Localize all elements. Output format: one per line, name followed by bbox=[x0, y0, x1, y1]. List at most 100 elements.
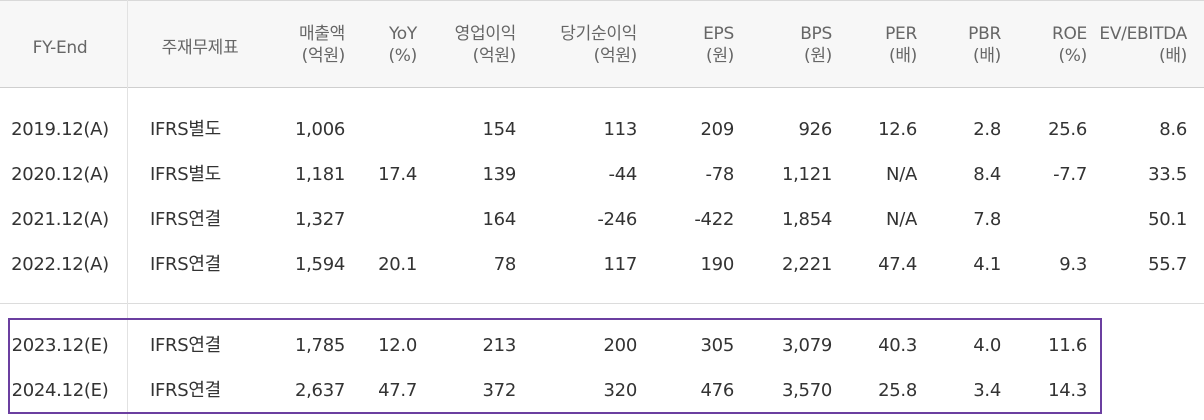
actual-row-3-fy: 2022.12(A) bbox=[11, 254, 109, 275]
header-ev-title: EV/EBITDA bbox=[1099, 24, 1187, 44]
header-eps-unit: (원) bbox=[705, 46, 734, 66]
header-type: 주재무제표 bbox=[140, 37, 260, 59]
header-bps: BPS (원) bbox=[752, 23, 832, 67]
header-per: PER (배) bbox=[837, 23, 917, 67]
header-eps: EPS (원) bbox=[654, 23, 734, 67]
actual-row-1-fy: 2020.12(A) bbox=[11, 164, 109, 185]
actual-row-2-type: IFRS연결 bbox=[150, 209, 221, 230]
column-divider bbox=[127, 0, 128, 420]
actual-row-0-fy: 2019.12(A) bbox=[11, 119, 109, 140]
estimate-row-0-bps: 3,079 bbox=[781, 335, 832, 356]
estimate-row-1-pbr: 3.4 bbox=[973, 380, 1001, 401]
header-roe-unit: (%) bbox=[1058, 46, 1087, 66]
actual-row-3-op: 78 bbox=[493, 254, 517, 275]
header-pbr: PBR (배) bbox=[921, 23, 1001, 67]
actual-row-3-bps: 2,221 bbox=[781, 254, 832, 275]
actual-row-2-per: N/A bbox=[886, 209, 917, 230]
actual-row-0-ev: 8.6 bbox=[1159, 119, 1187, 140]
header-fy: FY-End bbox=[5, 37, 115, 59]
header-roe: ROE (%) bbox=[1007, 23, 1087, 67]
actual-row-1-roe: -7.7 bbox=[1053, 164, 1087, 185]
estimate-row-1-bps: 3,570 bbox=[781, 380, 832, 401]
header-op-title: 영업이익 bbox=[454, 24, 517, 44]
estimate-row-0-sales: 1,785 bbox=[294, 335, 345, 356]
header-op: 영업이익 (억원) bbox=[426, 23, 517, 67]
header-fy-title: FY-End bbox=[32, 38, 88, 58]
actual-row-2-op: 164 bbox=[482, 209, 517, 230]
header-sales-title: 매출액 bbox=[298, 24, 345, 44]
header-bps-unit: (원) bbox=[803, 46, 832, 66]
actual-row-2-bps: 1,854 bbox=[781, 209, 832, 230]
actual-row-0-op: 154 bbox=[482, 119, 517, 140]
header-eps-title: EPS bbox=[703, 24, 734, 44]
header-yoy: YoY (%) bbox=[357, 23, 417, 67]
actual-row-1-sales: 1,181 bbox=[294, 164, 345, 185]
actual-row-0-sales: 1,006 bbox=[294, 119, 345, 140]
table-header-row bbox=[0, 0, 1204, 88]
actual-row-3-sales: 1,594 bbox=[294, 254, 345, 275]
actual-row-1-net: -44 bbox=[608, 164, 638, 185]
actual-row-0-pbr: 2.8 bbox=[973, 119, 1001, 140]
estimate-section-divider bbox=[0, 303, 1204, 304]
actual-row-3-type: IFRS연결 bbox=[150, 254, 221, 275]
actual-row-2-fy: 2021.12(A) bbox=[11, 209, 109, 230]
estimate-row-1-type: IFRS연결 bbox=[150, 380, 221, 401]
actual-row-1-pbr: 8.4 bbox=[973, 164, 1001, 185]
estimate-row-1-sales: 2,637 bbox=[294, 380, 345, 401]
table-body bbox=[0, 89, 1204, 420]
actual-row-3-eps: 190 bbox=[700, 254, 735, 275]
actual-row-0-per: 12.6 bbox=[878, 119, 917, 140]
actual-row-2-ev: 50.1 bbox=[1148, 209, 1187, 230]
estimate-highlight-box bbox=[8, 318, 1102, 414]
actual-row-0-bps: 926 bbox=[798, 119, 833, 140]
header-pbr-unit: (배) bbox=[972, 46, 1001, 66]
header-net: 당기순이익 (억원) bbox=[517, 23, 637, 67]
header-bps-title: BPS bbox=[800, 24, 832, 44]
estimate-row-1-roe: 14.3 bbox=[1048, 380, 1087, 401]
actual-row-3-ev: 55.7 bbox=[1148, 254, 1187, 275]
estimate-row-1-yoy: 47.7 bbox=[378, 380, 417, 401]
header-roe-title: ROE bbox=[1051, 24, 1087, 44]
estimate-row-1-per: 25.8 bbox=[878, 380, 917, 401]
estimate-row-0-pbr: 4.0 bbox=[973, 335, 1001, 356]
header-ev-unit: (배) bbox=[1158, 46, 1187, 66]
header-sales: 매출액 (억원) bbox=[255, 23, 345, 67]
actual-row-0-eps: 209 bbox=[700, 119, 735, 140]
actual-row-3-pbr: 4.1 bbox=[973, 254, 1001, 275]
actual-row-1-op: 139 bbox=[482, 164, 517, 185]
header-ev: EV/EBITDA (배) bbox=[1077, 23, 1187, 67]
actual-row-3-yoy: 20.1 bbox=[378, 254, 417, 275]
estimate-row-1-fy: 2024.12(E) bbox=[11, 380, 109, 401]
actual-row-2-net: -246 bbox=[597, 209, 637, 230]
actual-row-1-bps: 1,121 bbox=[781, 164, 832, 185]
actual-row-2-sales: 1,327 bbox=[294, 209, 345, 230]
estimate-row-0-op: 213 bbox=[482, 335, 517, 356]
estimate-row-1-eps: 476 bbox=[700, 380, 735, 401]
actual-row-2-eps: -422 bbox=[694, 209, 734, 230]
estimate-row-0-net: 200 bbox=[603, 335, 638, 356]
actual-row-1-eps: -78 bbox=[705, 164, 735, 185]
estimate-row-1-net: 320 bbox=[603, 380, 638, 401]
estimate-row-0-yoy: 12.0 bbox=[378, 335, 417, 356]
header-type-title: 주재무제표 bbox=[161, 38, 239, 58]
actual-row-1-per: N/A bbox=[886, 164, 917, 185]
estimate-row-1-op: 372 bbox=[482, 380, 517, 401]
actual-row-3-per: 47.4 bbox=[878, 254, 917, 275]
estimate-row-0-roe: 11.6 bbox=[1048, 335, 1087, 356]
header-pbr-title: PBR bbox=[968, 24, 1001, 44]
header-net-unit: (억원) bbox=[593, 46, 638, 66]
header-sales-unit: (억원) bbox=[301, 46, 346, 66]
actual-row-3-roe: 9.3 bbox=[1059, 254, 1087, 275]
header-yoy-unit: (%) bbox=[388, 46, 417, 66]
actual-row-3-net: 117 bbox=[603, 254, 638, 275]
estimate-row-0-per: 40.3 bbox=[878, 335, 917, 356]
actual-row-0-roe: 25.6 bbox=[1048, 119, 1087, 140]
actual-row-1-ev: 33.5 bbox=[1148, 164, 1187, 185]
actual-row-1-yoy: 17.4 bbox=[378, 164, 417, 185]
actual-row-2-pbr: 7.8 bbox=[973, 209, 1001, 230]
estimate-row-0-fy: 2023.12(E) bbox=[11, 335, 109, 356]
header-yoy-title: YoY bbox=[388, 24, 417, 44]
actual-row-1-type: IFRS별도 bbox=[150, 164, 221, 185]
header-op-unit: (억원) bbox=[472, 46, 517, 66]
